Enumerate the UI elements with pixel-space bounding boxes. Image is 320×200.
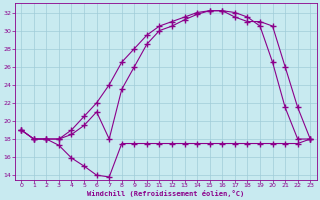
X-axis label: Windchill (Refroidissement éolien,°C): Windchill (Refroidissement éolien,°C) [87, 190, 244, 197]
